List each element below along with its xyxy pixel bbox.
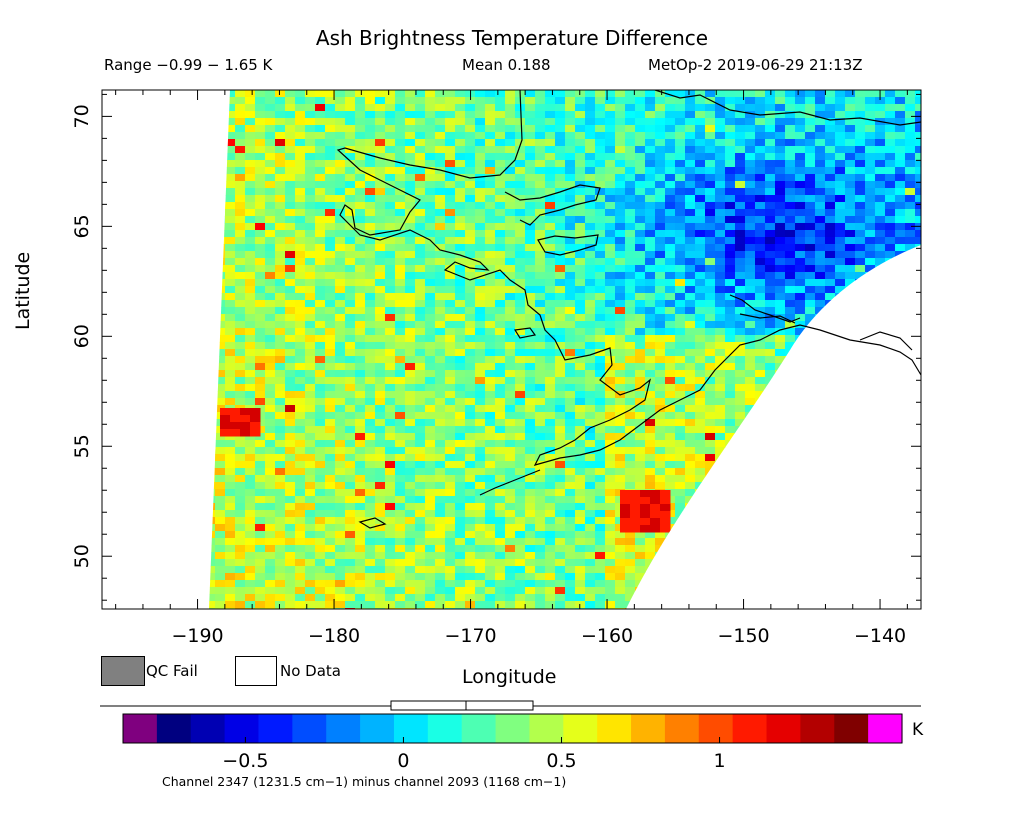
y-tick-label: 55: [71, 434, 93, 458]
mean-text: Mean 0.188: [462, 56, 551, 74]
range-text: Range −0.99 − 1.65 K: [104, 56, 273, 74]
scroll-indicator: [390, 700, 534, 711]
chart-title: Ash Brightness Temperature Difference: [315, 26, 709, 50]
x-tick-label: −150: [717, 625, 769, 647]
x-axis-label: Longitude: [462, 666, 557, 688]
channel-footnote: Channel 2347 (1231.5 cm−1) minus channel…: [162, 774, 567, 789]
colorbar-tick-label: −0.5: [222, 750, 268, 772]
x-tick-label: −170: [444, 625, 496, 647]
x-tick-label: −140: [854, 625, 906, 647]
x-axis-ticks: −190 −180 −170 −160 −150 −140: [115, 90, 908, 647]
x-tick-label: −160: [581, 625, 633, 647]
plot-frame: [101, 89, 922, 610]
y-axis-ticks: 50 55 60 65 70: [71, 93, 921, 601]
no-data-label: No Data: [280, 662, 341, 680]
y-axis-label: Latitude: [12, 251, 34, 330]
y-tick-label: 65: [71, 214, 93, 238]
qc-fail-label: QC Fail: [146, 662, 198, 680]
colorbar-unit: K: [912, 720, 924, 740]
ash-btd-heatmap: [209, 90, 921, 609]
y-tick-label: 50: [71, 544, 93, 568]
colorbar-tick-label: 0.5: [546, 750, 576, 772]
colorbar-tick-label: 1: [714, 750, 726, 772]
satellite-time-text: MetOp-2 2019-06-29 21:13Z: [648, 56, 863, 74]
colorbar: −0.5 0 0.5 1: [122, 713, 903, 772]
colorbar-tick-label: 0: [397, 750, 409, 772]
y-tick-label: 70: [71, 104, 93, 128]
y-tick-label: 60: [71, 324, 93, 348]
x-tick-label: −190: [171, 625, 223, 647]
coastline: [336, 90, 921, 529]
x-tick-label: −180: [308, 625, 360, 647]
qc-fail-swatch: [101, 656, 145, 686]
no-data-swatch: [235, 656, 277, 686]
